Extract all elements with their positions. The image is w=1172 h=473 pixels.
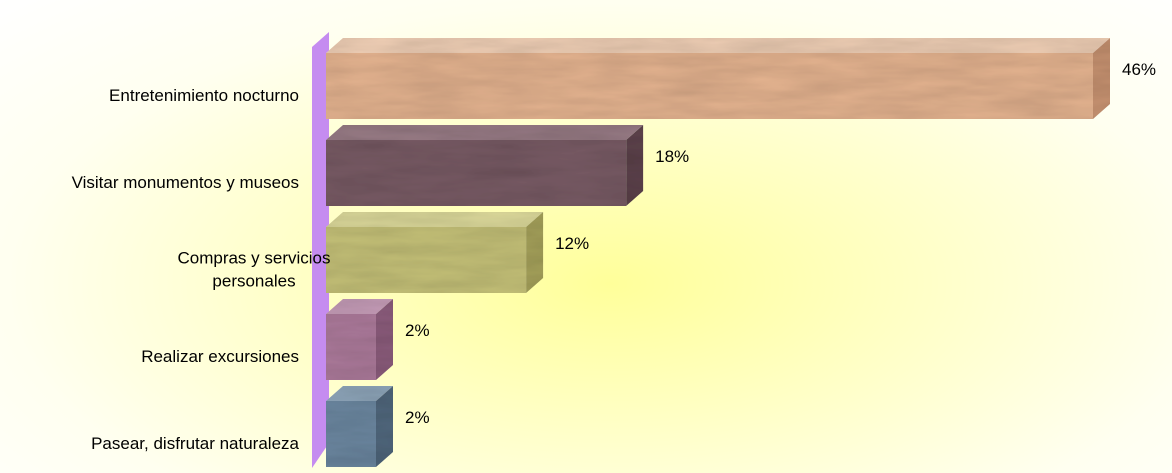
bar-top-face <box>326 386 393 401</box>
category-label: Visitar monumentos y museos <box>72 173 299 192</box>
category-label: Realizar excursiones <box>141 347 299 366</box>
category-label-line: personales <box>212 272 295 291</box>
category-label-line: Entretenimiento nocturno <box>109 86 299 105</box>
category-label-line: Realizar excursiones <box>141 347 299 366</box>
bar-4 <box>326 299 393 380</box>
bar-front-face <box>326 227 527 293</box>
bar-3 <box>326 212 544 293</box>
bar-top-face <box>326 125 644 140</box>
chart-side-wall <box>312 32 329 468</box>
bar-top-face <box>326 212 544 227</box>
category-label: Entretenimiento nocturno <box>109 86 299 105</box>
bar-side-face <box>376 299 393 380</box>
bar-side-face <box>376 386 393 467</box>
value-label: 46% <box>1122 60 1156 79</box>
bar-5 <box>326 386 393 467</box>
category-label-line: Pasear, disfrutar naturaleza <box>91 434 299 453</box>
bar-side-face <box>526 212 544 293</box>
category-label-line: Compras y servicios <box>177 249 330 268</box>
value-label: 18% <box>655 147 689 166</box>
bar-2 <box>326 125 644 206</box>
bar-top-face <box>326 299 393 314</box>
bar-side-face <box>626 125 644 206</box>
bar-front-face <box>326 53 1093 119</box>
bar-top-face <box>326 38 1110 53</box>
value-label: 12% <box>555 234 589 253</box>
category-label: Pasear, disfrutar naturaleza <box>91 434 299 453</box>
bar-front-face <box>326 401 376 467</box>
category-label: Compras y servicios personales <box>177 249 330 291</box>
value-label: 2% <box>405 408 430 427</box>
bar-front-face <box>326 140 627 206</box>
category-label-line: Visitar monumentos y museos <box>72 173 299 192</box>
bar-front-face <box>326 314 376 380</box>
bar-1 <box>326 38 1110 119</box>
value-label: 2% <box>405 321 430 340</box>
bar-side-face <box>1093 38 1110 119</box>
